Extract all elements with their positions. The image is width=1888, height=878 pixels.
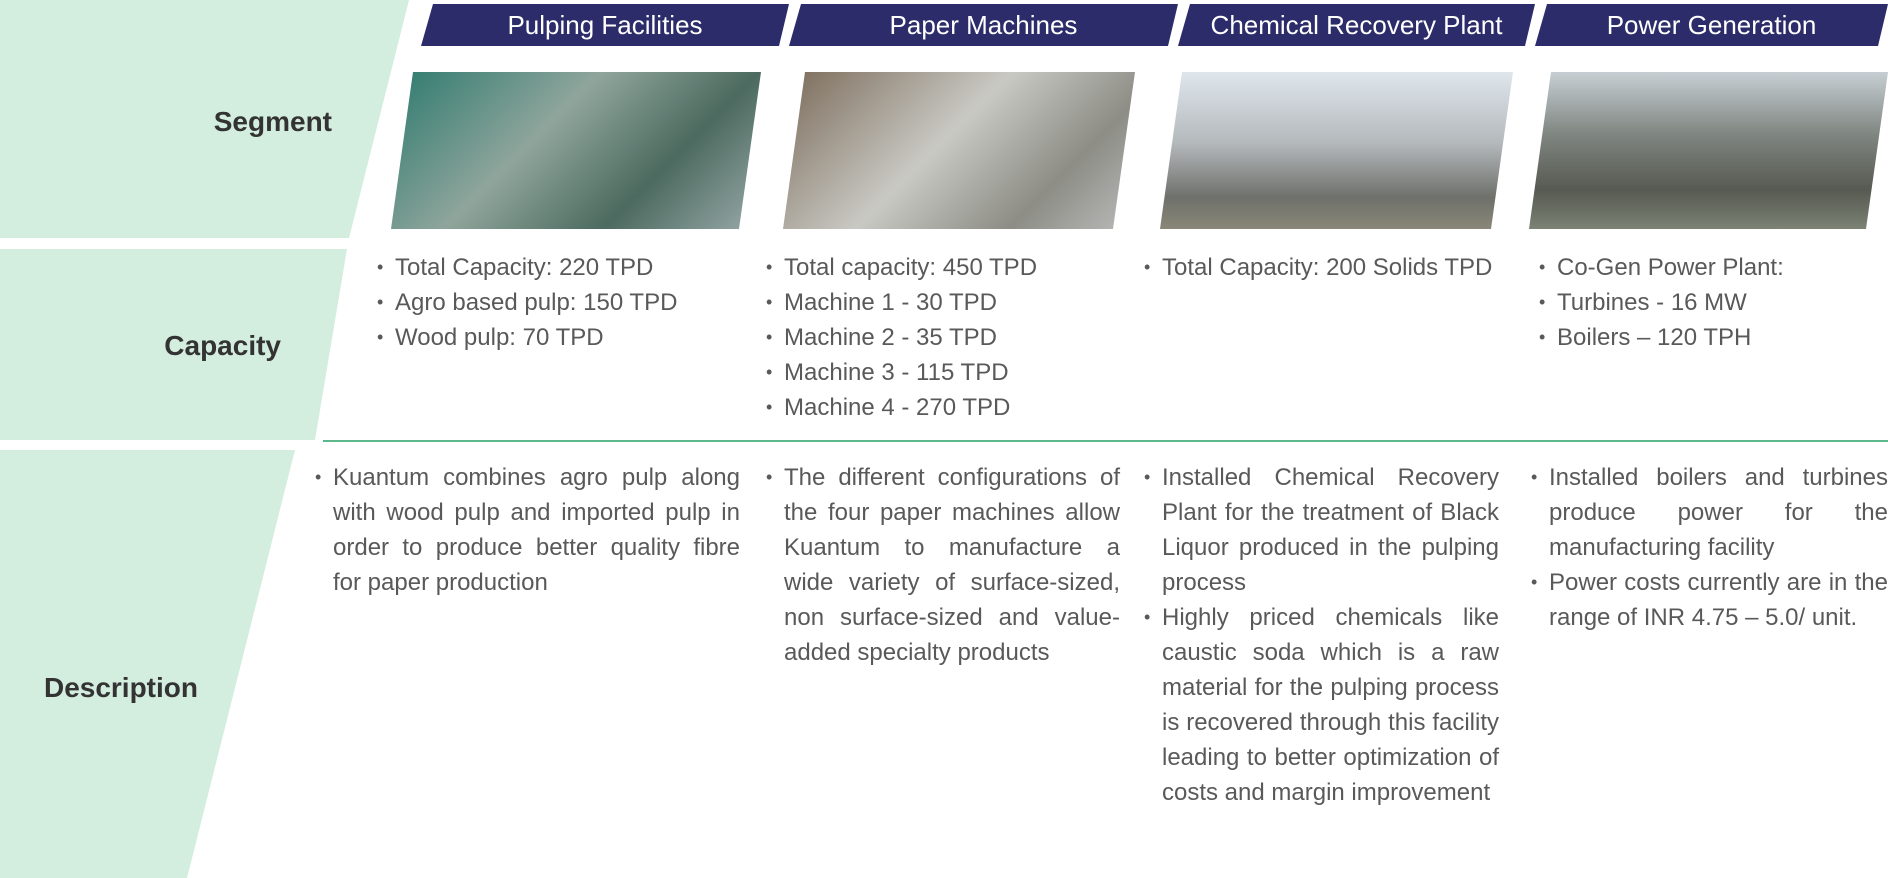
description-item: Highly priced chemicals like caustic sod… [1144, 600, 1499, 810]
capacity-item: Machine 3 - 115 TPD [766, 355, 1146, 390]
description-item: Installed Chemical Recovery Plant for th… [1144, 460, 1499, 600]
capacity-item: Machine 4 - 270 TPD [766, 390, 1146, 425]
capacity-item: Agro based pulp: 150 TPD [377, 285, 757, 320]
capacity-list: Total capacity: 450 TPDMachine 1 - 30 TP… [766, 250, 1146, 425]
description-list: Installed Chemical Recovery Plant for th… [1144, 460, 1499, 810]
description-item: Kuantum combines agro pulp along with wo… [315, 460, 740, 600]
segment-photo [1529, 72, 1888, 229]
row-label: Capacity [0, 330, 281, 362]
column-header: Power Generation [1535, 4, 1888, 46]
capacity-item: Boilers – 120 TPH [1539, 320, 1888, 355]
description-item: The different configurations of the four… [766, 460, 1120, 670]
row-label: Description [0, 672, 198, 704]
column-header: Paper Machines [789, 4, 1178, 46]
capacity-item: Machine 2 - 35 TPD [766, 320, 1146, 355]
divider [323, 440, 1888, 442]
segment-photo [1160, 72, 1513, 229]
row-label: Segment [32, 106, 332, 138]
capacity-item: Wood pulp: 70 TPD [377, 320, 757, 355]
capacity-item: Co-Gen Power Plant: [1539, 250, 1888, 285]
description-item: Power costs currently are in the range o… [1531, 565, 1888, 635]
capacity-item: Total capacity: 450 TPD [766, 250, 1146, 285]
column-header: Chemical Recovery Plant [1178, 4, 1535, 46]
capacity-list: Total Capacity: 220 TPDAgro based pulp: … [377, 250, 757, 355]
capacity-item: Total Capacity: 200 Solids TPD [1144, 250, 1494, 285]
description-list: The different configurations of the four… [766, 460, 1120, 670]
capacity-item: Total Capacity: 220 TPD [377, 250, 757, 285]
capacity-list: Co-Gen Power Plant:Turbines - 16 MWBoile… [1539, 250, 1888, 355]
description-band [0, 450, 295, 878]
column-header: Pulping Facilities [421, 4, 789, 46]
capacity-item: Machine 1 - 30 TPD [766, 285, 1146, 320]
description-item: Installed boilers and turbines produce p… [1531, 460, 1888, 565]
capacity-item: Turbines - 16 MW [1539, 285, 1888, 320]
description-list: Kuantum combines agro pulp along with wo… [315, 460, 740, 600]
description-list: Installed boilers and turbines produce p… [1531, 460, 1888, 635]
segment-photo [783, 72, 1135, 229]
segment-photo [391, 72, 761, 229]
capacity-list: Total Capacity: 200 Solids TPD [1144, 250, 1494, 285]
slide: Segment Capacity Description Pulping Fac… [0, 0, 1888, 878]
